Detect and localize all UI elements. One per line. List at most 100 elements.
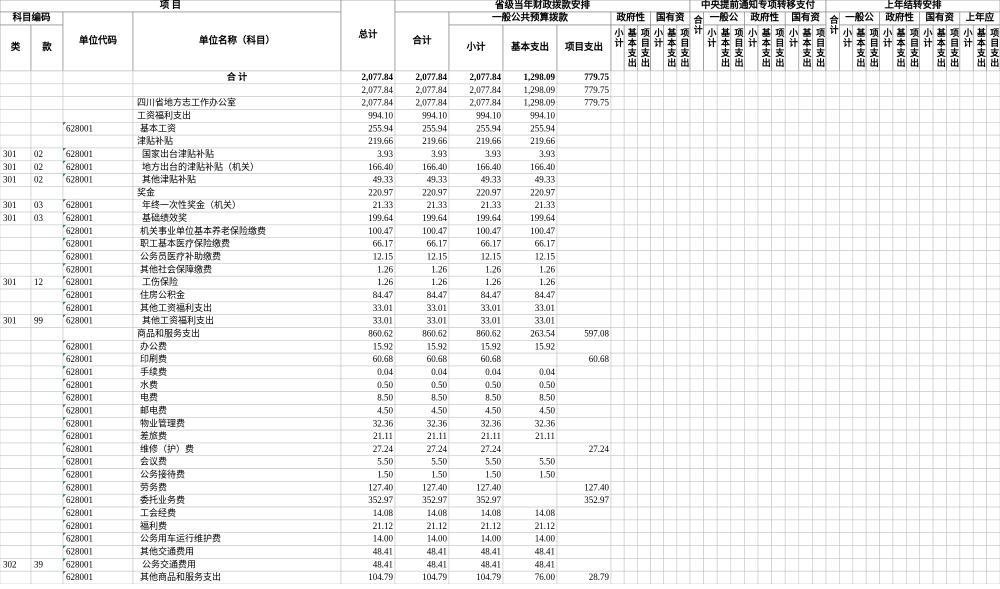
row-name: 维修（护）费 (140, 443, 194, 454)
cell (986, 570, 1000, 585)
row-code: 628001 (66, 405, 93, 415)
amount: 5.50 (431, 457, 447, 467)
cell (610, 365, 625, 380)
cell (892, 70, 907, 85)
amount: 21.12 (373, 521, 393, 531)
cell (986, 198, 1000, 213)
cell (623, 263, 638, 277)
cell (852, 558, 867, 572)
cell (946, 506, 961, 521)
cell (906, 314, 920, 328)
cell (716, 545, 732, 559)
cell (0, 288, 32, 303)
cell (986, 455, 1000, 469)
cell (556, 506, 612, 521)
row-name: 劳务费 (140, 481, 167, 492)
cell (825, 301, 840, 315)
cell (865, 558, 880, 572)
cell (716, 301, 732, 315)
cell (730, 275, 745, 290)
cell (784, 570, 800, 585)
cell (892, 237, 907, 251)
cell (798, 352, 813, 367)
cell (839, 70, 854, 85)
cell (959, 468, 974, 482)
cell (946, 416, 961, 431)
cell (716, 493, 732, 508)
amount: 84.47 (481, 290, 502, 300)
cell (865, 301, 880, 315)
amount: 5.50 (539, 457, 555, 467)
header-col: 项目支出 (565, 41, 603, 53)
cell (879, 70, 894, 85)
cell (676, 198, 691, 213)
amount: 2,077.84 (416, 85, 448, 95)
cell (839, 481, 854, 495)
cell (650, 365, 664, 380)
cell (892, 455, 907, 469)
cell (906, 327, 920, 341)
cell (932, 442, 947, 457)
amount: 1.26 (431, 264, 447, 274)
cell (946, 70, 961, 85)
amount: 199.64 (368, 213, 393, 223)
cell (972, 250, 987, 264)
cell (839, 314, 854, 328)
cell (986, 237, 1000, 251)
cell (30, 109, 64, 123)
row-code: 301 (3, 162, 17, 172)
cell (716, 455, 732, 469)
cell (865, 134, 880, 149)
cell (676, 147, 691, 162)
cell (972, 263, 987, 277)
amount: 1.26 (539, 264, 555, 274)
row-code: 628001 (66, 123, 93, 133)
cell (784, 404, 800, 418)
cell (839, 404, 854, 418)
cell (650, 468, 664, 482)
cell (771, 275, 786, 290)
cell (906, 134, 920, 149)
cell (650, 83, 664, 97)
cell (703, 70, 718, 85)
cell (839, 263, 854, 277)
row-code: 628001 (66, 457, 93, 467)
cell (703, 109, 718, 123)
cell (703, 288, 718, 303)
amount: 21.11 (481, 431, 501, 441)
cell (892, 506, 907, 521)
cell (839, 250, 854, 264)
cell (932, 263, 947, 277)
cell (744, 327, 759, 341)
cell (689, 211, 704, 226)
cell (798, 198, 813, 213)
cell (852, 109, 867, 123)
cell (986, 416, 1000, 431)
row-code: 628001 (66, 534, 93, 544)
cell (892, 198, 907, 213)
cell (703, 481, 718, 495)
cell (959, 275, 974, 290)
cell (946, 558, 961, 572)
cell (986, 493, 1000, 508)
cell (637, 404, 651, 418)
amount: 48.41 (535, 559, 555, 569)
cell (689, 301, 704, 315)
cell (986, 224, 1000, 239)
cell (825, 224, 840, 239)
cell (744, 122, 759, 136)
cell (623, 83, 638, 97)
cell (30, 70, 64, 85)
cell (730, 493, 745, 508)
row-code: 628001 (66, 393, 93, 403)
cell (689, 558, 704, 572)
cell (771, 545, 786, 559)
cell (650, 493, 664, 508)
cell (986, 365, 1000, 380)
row-name: 奖金 (137, 186, 155, 197)
amount: 48.41 (427, 547, 447, 557)
cell (906, 301, 920, 315)
cell (623, 481, 638, 495)
row-code: 628001 (66, 226, 93, 236)
amount: 199.64 (530, 213, 555, 223)
